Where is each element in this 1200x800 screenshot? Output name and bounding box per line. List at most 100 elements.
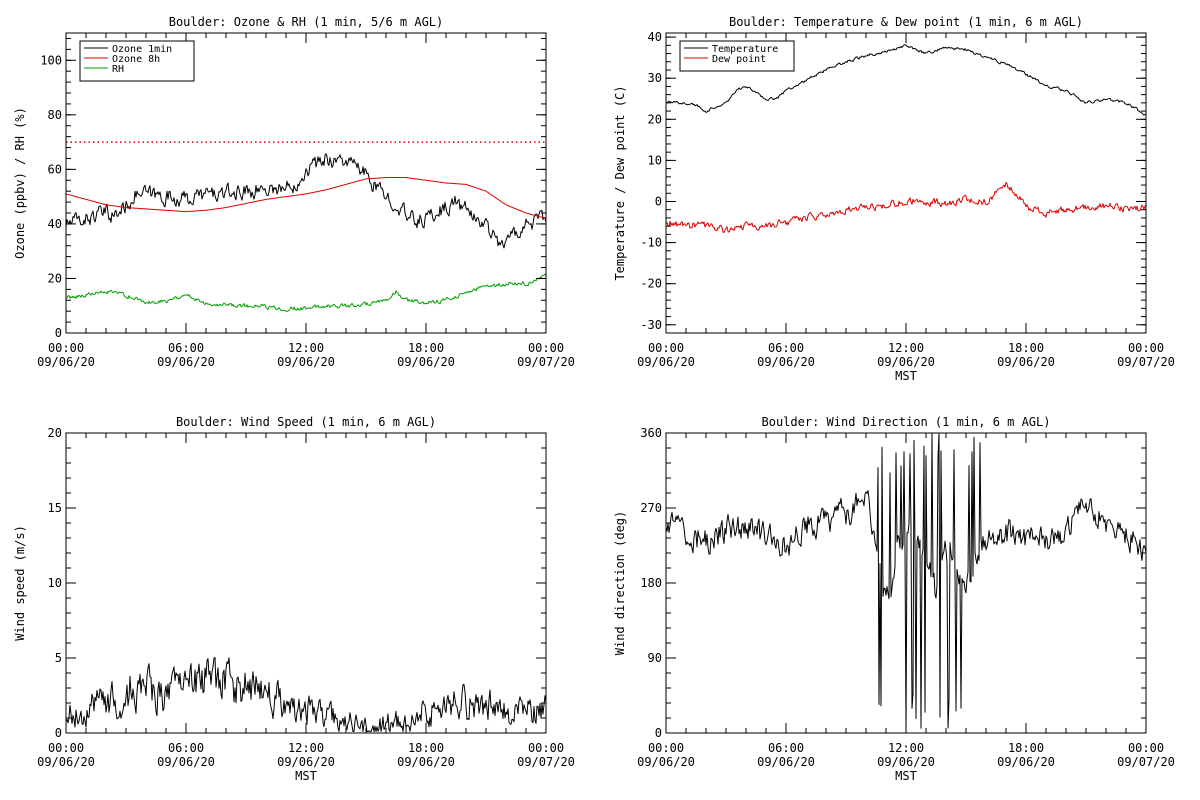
x-tick-label: 12:00 xyxy=(888,341,924,355)
x-axis-label: MST xyxy=(895,369,917,383)
x-tick-label: 09/06/20 xyxy=(997,355,1055,369)
legend-label: Ozone 1min xyxy=(112,44,172,55)
y-tick-label: 270 xyxy=(640,501,662,515)
x-tick-label: 09/06/20 xyxy=(877,355,935,369)
legend-label: RH xyxy=(112,64,124,75)
y-tick-label: 5 xyxy=(55,651,62,665)
x-tick-label: 09/06/20 xyxy=(157,355,215,369)
x-tick-label: 00:00 xyxy=(648,741,684,755)
x-tick-label: 06:00 xyxy=(168,741,204,755)
series-line-3-0 xyxy=(666,433,1146,731)
x-tick-label: 09/06/20 xyxy=(757,755,815,769)
x-tick-label: 09/07/20 xyxy=(517,355,575,369)
x-axis-label: MST xyxy=(895,769,917,783)
y-tick-label: 90 xyxy=(648,651,662,665)
series-line-0-2 xyxy=(66,272,546,312)
x-tick-label: 00:00 xyxy=(48,741,84,755)
y-tick-label: 0 xyxy=(55,726,62,740)
y-tick-label: 30 xyxy=(648,71,662,85)
x-tick-label: 09/06/20 xyxy=(157,755,215,769)
y-tick-label: -10 xyxy=(640,236,662,250)
panel-temperature-dewpoint: Boulder: Temperature & Dew point (1 min,… xyxy=(613,15,1175,383)
chart-title: Boulder: Wind Direction (1 min, 6 m AGL) xyxy=(762,415,1051,429)
x-tick-label: 06:00 xyxy=(768,341,804,355)
x-tick-label: 00:00 xyxy=(528,741,564,755)
x-tick-label: 00:00 xyxy=(648,341,684,355)
y-tick-label: 40 xyxy=(48,217,62,231)
plot-area xyxy=(66,141,546,312)
x-tick-label: 09/06/20 xyxy=(397,755,455,769)
x-tick-label: 09/06/20 xyxy=(277,755,335,769)
series-line-0-0 xyxy=(66,153,546,249)
chart-title: Boulder: Ozone & RH (1 min, 5/6 m AGL) xyxy=(169,15,444,29)
panel-wind-speed: Boulder: Wind Speed (1 min, 6 m AGL) 0 5 10… xyxy=(13,415,575,783)
x-tick-label: 09/06/20 xyxy=(637,355,695,369)
x-tick-label: 09/06/20 xyxy=(277,355,335,369)
series-line-2-0 xyxy=(66,657,546,732)
y-tick-label: 10 xyxy=(48,576,62,590)
panel-ozone-rh: Boulder: Ozone & RH (1 min, 5/6 m AGL) 0 2… xyxy=(13,15,575,369)
x-tick-label: 09/06/20 xyxy=(37,755,95,769)
y-tick-label: 0 xyxy=(655,726,662,740)
y-tick-label: 60 xyxy=(48,162,62,176)
legend-label: Ozone 8h xyxy=(112,54,160,65)
y-axis-label: Ozone (ppbv) / RH (%) xyxy=(13,107,27,259)
y-tick-label: 20 xyxy=(648,112,662,126)
y-axis-label: Temperature / Dew point (C) xyxy=(613,85,627,280)
y-tick-label: 10 xyxy=(648,153,662,167)
x-tick-label: 18:00 xyxy=(408,741,444,755)
x-tick-label: 00:00 xyxy=(1128,341,1164,355)
x-tick-label: 09/06/20 xyxy=(397,355,455,369)
y-tick-label: 0 xyxy=(655,194,662,208)
x-tick-label: 09/06/20 xyxy=(637,755,695,769)
x-tick-label: 00:00 xyxy=(1128,741,1164,755)
x-tick-label: 09/07/20 xyxy=(1117,355,1175,369)
plot-area xyxy=(666,44,1146,234)
x-tick-label: 18:00 xyxy=(408,341,444,355)
x-tick-label: 00:00 xyxy=(528,341,564,355)
panel-wind-direction: Boulder: Wind Direction (1 min, 6 m AGL)… xyxy=(613,415,1175,783)
plot-frame xyxy=(665,32,1147,334)
chart-title: Boulder: Wind Speed (1 min, 6 m AGL) xyxy=(176,415,436,429)
y-tick-label: 100 xyxy=(40,53,62,67)
x-tick-label: 09/06/20 xyxy=(997,755,1055,769)
plot-area xyxy=(66,657,546,732)
plot-frame xyxy=(65,432,547,734)
x-tick-label: 12:00 xyxy=(288,341,324,355)
x-tick-label: 00:00 xyxy=(48,341,84,355)
y-tick-label: 80 xyxy=(48,108,62,122)
y-axis-label: Wind speed (m/s) xyxy=(13,525,27,641)
y-tick-label: 20 xyxy=(48,271,62,285)
series-line-0-1 xyxy=(66,177,546,219)
plot-area xyxy=(666,433,1146,731)
x-tick-label: 18:00 xyxy=(1008,341,1044,355)
y-tick-label: -30 xyxy=(640,318,662,332)
y-tick-label: 20 xyxy=(48,426,62,440)
x-tick-label: 09/07/20 xyxy=(1117,755,1175,769)
x-tick-label: 18:00 xyxy=(1008,741,1044,755)
legend-label: Dew point xyxy=(712,54,766,65)
legend-box xyxy=(679,40,795,72)
y-tick-label: 40 xyxy=(648,30,662,44)
x-tick-label: 09/06/20 xyxy=(37,355,95,369)
y-tick-label: -20 xyxy=(640,277,662,291)
y-tick-label: 360 xyxy=(640,426,662,440)
x-tick-label: 09/06/20 xyxy=(877,755,935,769)
x-tick-label: 12:00 xyxy=(888,741,924,755)
x-tick-label: 06:00 xyxy=(768,741,804,755)
chart-title: Boulder: Temperature & Dew point (1 min,… xyxy=(729,15,1083,29)
y-tick-label: 0 xyxy=(55,326,62,340)
series-line-1-1 xyxy=(666,182,1146,234)
y-tick-label: 15 xyxy=(48,501,62,515)
x-tick-label: 09/06/20 xyxy=(757,355,815,369)
x-tick-label: 09/07/20 xyxy=(517,755,575,769)
y-tick-label: 180 xyxy=(640,576,662,590)
x-axis-label: MST xyxy=(295,769,317,783)
x-tick-label: 06:00 xyxy=(168,341,204,355)
y-axis-label: Wind direction (deg) xyxy=(613,511,627,656)
x-tick-label: 12:00 xyxy=(288,741,324,755)
legend-label: Temperature xyxy=(712,44,778,55)
